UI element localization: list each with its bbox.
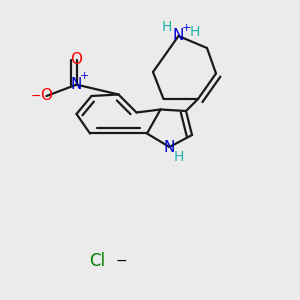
- Text: H: H: [190, 25, 200, 38]
- Text: H: H: [173, 150, 184, 164]
- Text: H: H: [162, 20, 172, 34]
- Text: −: −: [31, 89, 41, 103]
- Text: O: O: [70, 52, 83, 68]
- Text: N: N: [71, 77, 82, 92]
- Text: +: +: [80, 71, 90, 81]
- Text: Cl: Cl: [89, 252, 106, 270]
- Text: +: +: [182, 22, 192, 33]
- Text: O: O: [40, 88, 52, 104]
- Text: N: N: [164, 140, 175, 154]
- Text: −: −: [116, 254, 127, 268]
- Text: N: N: [173, 28, 184, 44]
